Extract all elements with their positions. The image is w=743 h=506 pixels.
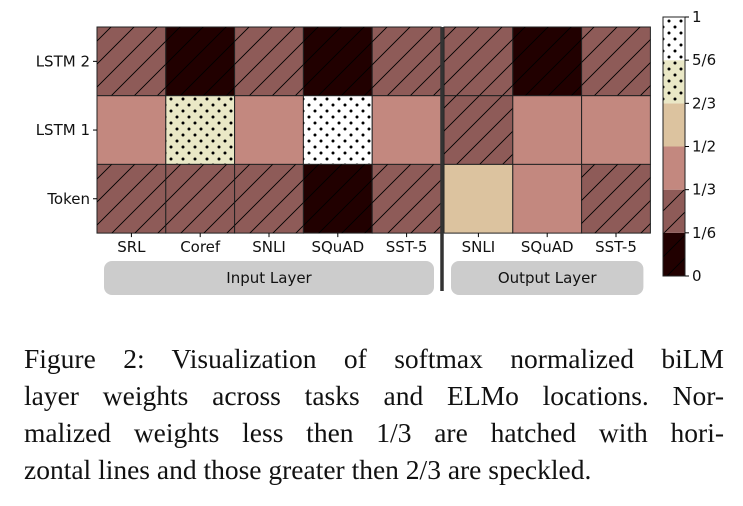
colorbar-pattern xyxy=(663,60,685,104)
caption-line: Figure 2: Visualization of softmax norma… xyxy=(24,343,724,374)
colorbar-tick-label: 1/2 xyxy=(692,138,716,156)
heatmap-cell xyxy=(581,95,651,165)
heatmap-cell xyxy=(371,95,442,165)
y-tick-label: LSTM 2 xyxy=(36,52,90,70)
x-tick-label: SQuAD xyxy=(521,238,574,256)
colorbar-pattern xyxy=(663,232,685,276)
x-tick-label: SST-5 xyxy=(595,238,637,256)
group-label: Output Layer xyxy=(498,269,598,287)
cell-pattern xyxy=(512,27,582,96)
cell-pattern xyxy=(303,95,373,165)
colorbar-pattern xyxy=(663,17,685,61)
cell-pattern xyxy=(581,27,651,96)
x-tick-label: SQuAD xyxy=(311,238,364,256)
cell-pattern xyxy=(303,164,373,234)
y-tick-label: LSTM 1 xyxy=(36,121,90,139)
group-label: Input Layer xyxy=(226,269,312,287)
cell-pattern xyxy=(165,95,235,165)
x-tick-label: SNLI xyxy=(462,238,496,256)
colorbar-tick-label: 2/3 xyxy=(692,94,716,112)
colorbar-tick-label: 1/3 xyxy=(692,181,716,199)
cell-pattern xyxy=(97,164,166,234)
caption-line: zontal lines and those greater then 2/3 … xyxy=(24,454,592,485)
heatmap-cell xyxy=(96,95,167,165)
cell-pattern xyxy=(372,27,441,96)
group-label-box xyxy=(451,261,644,295)
caption-line: layer weights across tasks and ELMo loca… xyxy=(24,380,724,411)
x-tick-label: SST-5 xyxy=(386,238,428,256)
x-tick-label: SNLI xyxy=(252,238,286,256)
figure-caption: Figure 2: Visualization of softmax norma… xyxy=(24,340,724,488)
colorbar-bin xyxy=(663,146,685,190)
x-tick-label: Coref xyxy=(180,238,221,256)
colorbar-tick-label: 1 xyxy=(692,8,702,26)
heatmap-cell xyxy=(234,95,304,165)
x-tick-label: SRL xyxy=(117,238,146,256)
cell-pattern xyxy=(581,164,651,234)
colorbar-tick-label: 0 xyxy=(692,267,702,285)
cell-pattern xyxy=(234,164,304,234)
caption-line: malized weights less then 1/3 are hatche… xyxy=(24,417,724,448)
cell-pattern xyxy=(97,27,166,96)
heatmap-cell xyxy=(512,95,583,165)
cell-pattern xyxy=(165,164,235,234)
cell-pattern xyxy=(234,27,304,96)
cell-pattern xyxy=(303,27,373,96)
cell-pattern xyxy=(372,164,441,234)
cell-pattern xyxy=(444,95,513,165)
y-tick-label: Token xyxy=(46,190,90,208)
heatmap-cell xyxy=(512,163,583,234)
group-label-box xyxy=(104,261,434,295)
colorbar-tick-label: 1/6 xyxy=(692,224,716,242)
cell-pattern xyxy=(444,27,513,96)
heatmap-cell xyxy=(443,163,514,234)
colorbar-bin xyxy=(663,103,685,147)
cell-pattern xyxy=(165,27,235,96)
colorbar-pattern xyxy=(663,189,685,233)
colorbar-tick-label: 5/6 xyxy=(692,51,716,69)
heatmap-figure: LSTM 2 LSTM 1 Token SRL Coref SNLI SQuAD SST-5… xyxy=(36,8,716,295)
